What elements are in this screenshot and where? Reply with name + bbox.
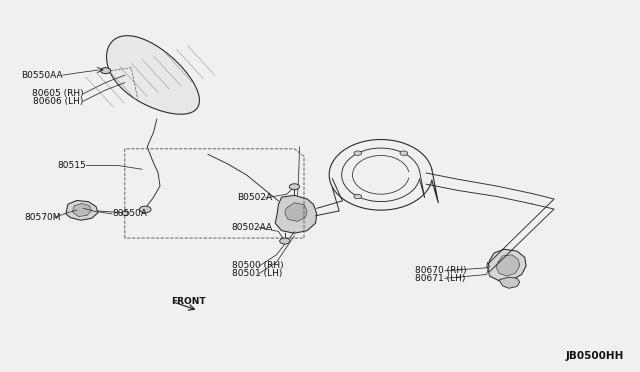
- Polygon shape: [496, 255, 520, 276]
- Circle shape: [354, 194, 362, 199]
- Polygon shape: [285, 203, 307, 221]
- Circle shape: [400, 151, 408, 155]
- Circle shape: [354, 151, 362, 155]
- Polygon shape: [488, 249, 526, 281]
- Text: B0502A: B0502A: [237, 193, 272, 202]
- Text: 80670 (RH): 80670 (RH): [415, 266, 467, 275]
- Circle shape: [289, 184, 300, 190]
- Text: 80671 (LH): 80671 (LH): [415, 274, 465, 283]
- Text: FRONT: FRONT: [172, 297, 206, 306]
- Polygon shape: [106, 36, 200, 114]
- Circle shape: [122, 211, 129, 215]
- Text: 80606 (LH): 80606 (LH): [33, 97, 83, 106]
- Polygon shape: [499, 277, 520, 288]
- Circle shape: [280, 238, 290, 244]
- Text: 80500 (RH): 80500 (RH): [232, 262, 284, 270]
- Circle shape: [140, 206, 151, 213]
- Polygon shape: [275, 195, 317, 233]
- Text: 80502AA: 80502AA: [232, 223, 273, 232]
- Polygon shape: [66, 201, 98, 220]
- Text: 80501 (LH): 80501 (LH): [232, 269, 282, 278]
- Polygon shape: [72, 203, 92, 217]
- Text: 80515: 80515: [58, 161, 86, 170]
- Text: 80550A: 80550A: [112, 209, 147, 218]
- Text: JB0500HH: JB0500HH: [566, 352, 624, 361]
- Circle shape: [100, 68, 111, 74]
- Text: 80570M: 80570M: [24, 213, 61, 222]
- Text: B0550AA: B0550AA: [21, 71, 63, 80]
- Text: 80605 (RH): 80605 (RH): [31, 89, 83, 98]
